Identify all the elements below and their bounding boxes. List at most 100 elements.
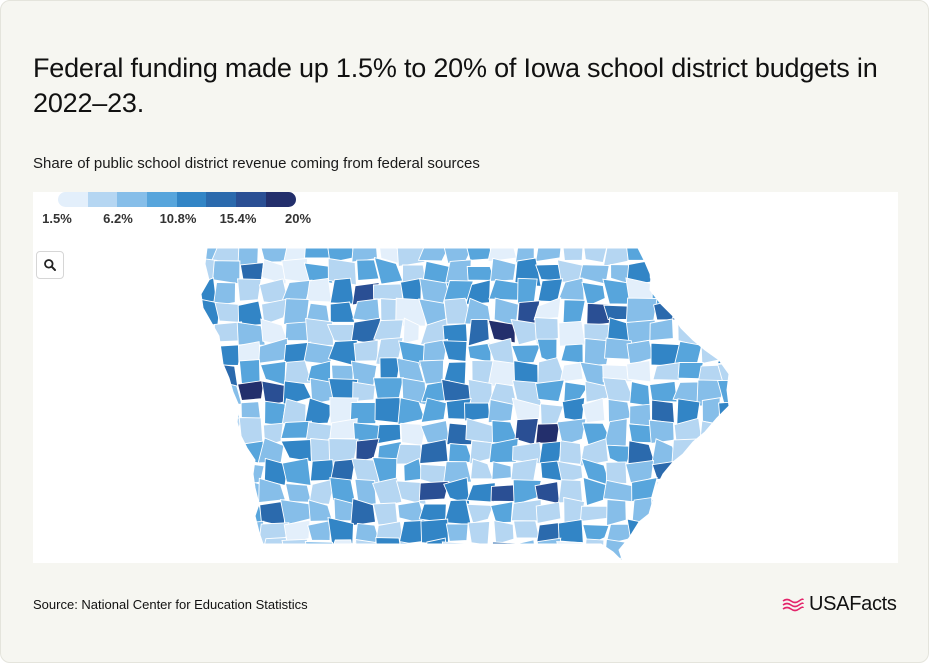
school-district[interactable]	[558, 320, 586, 347]
school-district[interactable]	[356, 259, 380, 281]
school-district[interactable]	[192, 338, 215, 366]
school-district[interactable]	[212, 498, 238, 525]
school-district[interactable]	[281, 558, 306, 563]
school-district[interactable]	[190, 480, 221, 506]
school-district[interactable]	[397, 541, 426, 561]
zoom-button[interactable]	[36, 251, 64, 279]
school-district[interactable]	[306, 277, 332, 303]
school-district[interactable]	[283, 298, 310, 326]
school-district[interactable]	[467, 378, 493, 407]
school-district[interactable]	[326, 559, 358, 563]
school-district[interactable]	[491, 560, 519, 563]
school-district[interactable]	[420, 397, 447, 423]
school-district[interactable]	[402, 317, 420, 345]
school-district[interactable]	[190, 520, 220, 546]
school-district[interactable]	[698, 484, 727, 501]
school-district[interactable]	[625, 239, 656, 261]
school-district[interactable]	[308, 477, 336, 505]
school-district[interactable]	[515, 539, 537, 561]
school-district[interactable]	[189, 437, 219, 465]
school-district[interactable]	[584, 538, 605, 561]
school-district[interactable]	[190, 500, 219, 526]
school-district[interactable]	[648, 419, 675, 444]
school-district[interactable]	[699, 539, 727, 563]
school-district[interactable]	[329, 301, 356, 323]
school-district[interactable]	[720, 244, 748, 266]
school-district[interactable]	[467, 342, 492, 363]
school-district[interactable]	[213, 560, 242, 563]
school-district[interactable]	[258, 477, 286, 504]
school-district[interactable]	[606, 499, 627, 527]
school-district[interactable]	[650, 542, 679, 563]
school-district[interactable]	[699, 557, 727, 563]
school-district[interactable]	[490, 501, 514, 524]
school-district[interactable]	[487, 239, 518, 263]
school-district[interactable]	[649, 559, 677, 563]
school-district[interactable]	[372, 502, 399, 526]
school-district[interactable]	[445, 523, 469, 542]
school-district[interactable]	[719, 301, 745, 324]
school-district[interactable]	[238, 359, 261, 385]
school-district[interactable]	[676, 479, 704, 506]
school-district[interactable]	[189, 458, 221, 487]
school-district[interactable]	[212, 260, 241, 285]
school-district[interactable]	[701, 516, 720, 544]
school-district[interactable]	[353, 339, 379, 362]
school-district[interactable]	[467, 520, 491, 546]
school-district[interactable]	[417, 239, 451, 262]
school-district[interactable]	[196, 538, 218, 562]
school-district[interactable]	[559, 361, 584, 383]
school-district[interactable]	[491, 461, 512, 480]
school-district[interactable]	[442, 323, 468, 344]
school-district[interactable]	[672, 538, 702, 563]
school-district[interactable]	[487, 398, 514, 424]
school-district[interactable]	[263, 457, 289, 486]
school-district[interactable]	[626, 518, 655, 545]
school-district[interactable]	[467, 319, 490, 347]
school-district[interactable]	[579, 561, 609, 563]
school-district[interactable]	[560, 343, 584, 364]
school-district[interactable]	[556, 418, 587, 447]
school-district[interactable]	[237, 379, 265, 401]
school-district[interactable]	[375, 537, 403, 563]
school-district[interactable]	[464, 242, 492, 261]
school-district[interactable]	[237, 278, 262, 302]
school-district[interactable]	[722, 497, 749, 526]
school-district[interactable]	[602, 241, 631, 267]
school-district[interactable]	[261, 258, 287, 285]
school-district[interactable]	[629, 403, 652, 427]
school-district[interactable]	[717, 523, 745, 546]
school-district[interactable]	[351, 242, 378, 263]
school-district[interactable]	[261, 298, 290, 326]
school-district[interactable]	[694, 321, 727, 342]
school-district[interactable]	[533, 297, 562, 321]
school-district[interactable]	[190, 423, 215, 445]
school-district[interactable]	[579, 361, 606, 387]
school-district[interactable]	[284, 483, 312, 503]
school-district[interactable]	[215, 462, 243, 486]
school-district[interactable]	[218, 518, 237, 546]
school-district[interactable]	[582, 476, 609, 507]
school-district[interactable]	[579, 505, 609, 522]
school-district[interactable]	[442, 559, 472, 564]
school-district[interactable]	[652, 361, 681, 381]
school-district[interactable]	[649, 259, 678, 284]
school-district[interactable]	[649, 318, 674, 342]
school-district[interactable]	[469, 559, 497, 563]
school-district[interactable]	[717, 318, 742, 342]
school-district[interactable]	[257, 437, 285, 464]
school-district[interactable]	[419, 439, 449, 465]
school-district[interactable]	[441, 541, 472, 563]
school-district[interactable]	[192, 277, 218, 303]
school-district[interactable]	[466, 503, 494, 524]
school-district[interactable]	[281, 538, 309, 563]
school-district[interactable]	[581, 281, 606, 307]
school-district[interactable]	[260, 560, 289, 564]
school-district[interactable]	[699, 302, 725, 323]
school-district[interactable]	[448, 443, 474, 463]
school-district[interactable]	[212, 281, 236, 307]
school-district[interactable]	[676, 238, 704, 266]
school-district[interactable]	[674, 522, 701, 542]
school-district[interactable]	[559, 440, 583, 466]
school-district[interactable]	[557, 460, 584, 484]
